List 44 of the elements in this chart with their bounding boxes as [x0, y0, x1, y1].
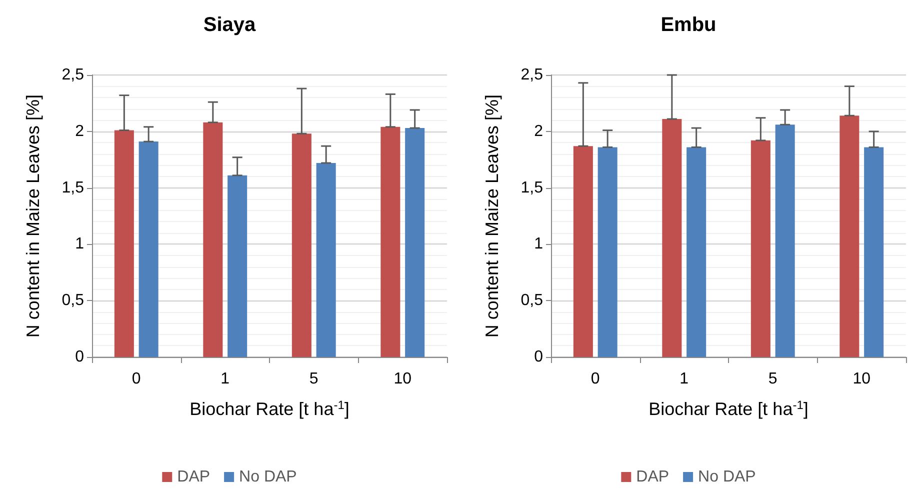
x-tick-label: 0 — [132, 370, 141, 388]
chart-title: Embu — [660, 14, 716, 36]
y-tick-label: 0 — [75, 348, 84, 366]
x-tick-label: 1 — [680, 370, 689, 388]
x-tick-label: 10 — [852, 370, 871, 388]
legend-label: DAP — [177, 468, 210, 486]
bar — [573, 146, 593, 357]
legend-label: DAP — [636, 468, 670, 486]
x-tick-label: 0 — [590, 370, 600, 388]
bar — [598, 147, 618, 357]
y-tick-label: 0,5 — [62, 292, 84, 310]
bar — [750, 140, 770, 357]
bar — [686, 147, 706, 357]
x-tick-label: 5 — [309, 370, 318, 388]
bar — [405, 128, 425, 357]
y-tick-label: 1,5 — [520, 179, 544, 196]
bar — [316, 162, 336, 357]
y-tick-label: 0,5 — [520, 292, 544, 310]
x-tick-label: 5 — [768, 370, 778, 388]
chart-title: Siaya — [203, 14, 257, 36]
bar — [203, 122, 223, 357]
y-tick-label: 2 — [75, 122, 84, 140]
y-tick-label: 1 — [534, 236, 544, 253]
bar — [775, 124, 795, 357]
x-tick-label: 1 — [220, 370, 230, 388]
bar — [114, 130, 134, 357]
bar — [292, 134, 312, 357]
bar — [864, 147, 884, 357]
y-tick-label: 2,5 — [62, 66, 84, 84]
y-tick-label: 1 — [75, 236, 84, 253]
bar — [380, 126, 400, 357]
bar — [138, 142, 158, 357]
x-tick-label: 10 — [394, 370, 412, 388]
bar — [662, 118, 682, 357]
y-tick-label: 2,5 — [520, 66, 544, 84]
bar — [228, 175, 248, 357]
y-tick-label: 1,5 — [62, 179, 84, 196]
y-axis-title: N content in Maize Leaves [%] — [482, 94, 502, 338]
bar — [840, 116, 860, 357]
legend-label: No DAP — [239, 468, 297, 486]
y-tick-label: 0 — [534, 348, 544, 366]
legend-label: No DAP — [698, 468, 756, 486]
y-axis-title: N content in Maize Leaves [%] — [23, 94, 43, 338]
y-tick-label: 2 — [534, 122, 544, 140]
